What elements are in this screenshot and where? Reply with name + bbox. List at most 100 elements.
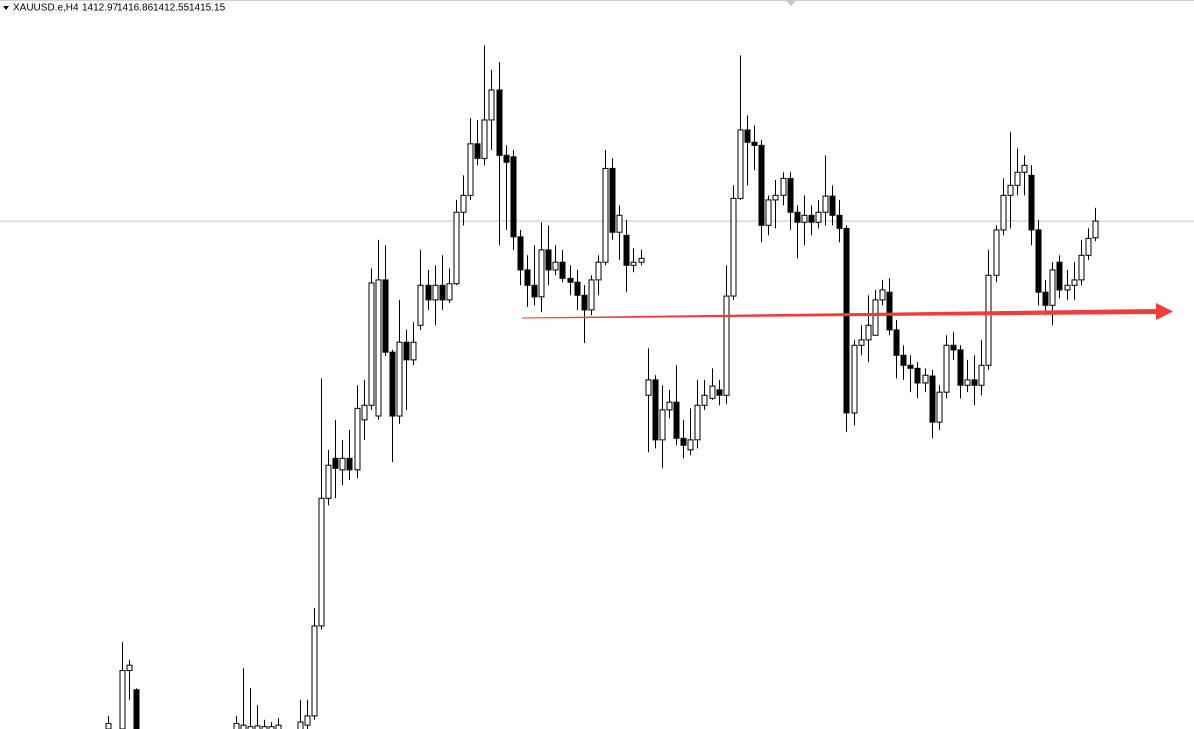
header-high: 1416.86 bbox=[117, 3, 154, 14]
candle-body bbox=[1007, 184, 1014, 196]
candle-body bbox=[950, 344, 957, 351]
candle-body bbox=[886, 291, 893, 331]
candle-body bbox=[1085, 237, 1092, 256]
candle-body bbox=[332, 457, 339, 469]
candle-body bbox=[460, 194, 467, 213]
candle-body bbox=[268, 726, 275, 729]
candle-body bbox=[794, 211, 801, 223]
candle-body bbox=[851, 344, 858, 414]
candle-body bbox=[929, 375, 936, 423]
header-low: 1412.55 bbox=[153, 3, 190, 14]
candle-body bbox=[510, 156, 517, 238]
candle-body bbox=[957, 349, 964, 386]
candle-body bbox=[233, 723, 240, 729]
candles bbox=[0, 45, 1194, 729]
candle-body bbox=[652, 379, 659, 441]
candle-body bbox=[616, 214, 623, 233]
header-open: 1412.97 bbox=[82, 3, 119, 14]
candle-body bbox=[559, 261, 566, 279]
candle-body bbox=[666, 401, 673, 411]
candle-body bbox=[517, 236, 524, 271]
symbol-title: XAUUSD.e,H4 bbox=[13, 3, 79, 14]
candle-body bbox=[1035, 229, 1042, 293]
candle-body bbox=[787, 177, 794, 213]
candle-body bbox=[858, 339, 865, 346]
menu-triangle[interactable] bbox=[3, 6, 9, 10]
candle-body bbox=[375, 279, 382, 417]
candle-body bbox=[659, 409, 666, 441]
candle-body bbox=[907, 364, 914, 369]
candle-body bbox=[425, 284, 432, 301]
candle-body bbox=[531, 284, 538, 298]
header-close: 1415.15 bbox=[189, 3, 226, 14]
candle-body bbox=[389, 351, 396, 417]
candle-body bbox=[1064, 284, 1071, 291]
candle-body bbox=[588, 279, 595, 311]
candle-body bbox=[1078, 254, 1085, 281]
candle-body bbox=[488, 89, 495, 121]
candle-body bbox=[815, 211, 822, 223]
candle-body bbox=[723, 295, 730, 396]
candle-body bbox=[687, 439, 694, 451]
arrow-head bbox=[1156, 303, 1173, 320]
candle-body bbox=[865, 324, 872, 341]
candle-body bbox=[311, 625, 318, 717]
arrow-shaft bbox=[522, 309, 1158, 319]
candle-body bbox=[900, 354, 907, 366]
candle-body bbox=[964, 379, 971, 386]
candle-body bbox=[538, 249, 545, 298]
candle-body bbox=[623, 234, 630, 266]
candle-body bbox=[1071, 279, 1078, 286]
candle-body bbox=[467, 143, 474, 196]
candle-body bbox=[765, 199, 772, 226]
candle-body bbox=[552, 261, 559, 271]
candle-body bbox=[339, 457, 346, 471]
candle-body bbox=[730, 197, 737, 297]
candle-body bbox=[304, 715, 311, 726]
candle-body bbox=[133, 689, 140, 729]
candle-body bbox=[382, 279, 389, 353]
candle-body bbox=[275, 724, 282, 729]
candle-body bbox=[993, 229, 1000, 276]
candle-body bbox=[780, 177, 787, 196]
candle-body bbox=[638, 257, 645, 263]
candle-body bbox=[922, 374, 929, 384]
candle-body bbox=[410, 341, 417, 361]
shift-marker bbox=[785, 0, 797, 6]
candle-body bbox=[240, 724, 247, 729]
candle-body bbox=[758, 144, 765, 226]
candle-body bbox=[978, 364, 985, 386]
candle-body bbox=[1092, 220, 1099, 239]
candle-body bbox=[836, 214, 843, 229]
candle-body bbox=[361, 404, 368, 421]
candle-body bbox=[496, 89, 503, 156]
candle-body bbox=[1042, 291, 1049, 306]
candle-body bbox=[524, 269, 531, 286]
candle-body bbox=[772, 194, 779, 201]
candle-body bbox=[985, 274, 992, 366]
candle-body bbox=[737, 129, 744, 199]
candle-body bbox=[1000, 194, 1007, 231]
candle-body bbox=[1056, 261, 1063, 291]
candle-body bbox=[545, 249, 552, 271]
candle-body bbox=[609, 167, 616, 233]
candle-body bbox=[843, 227, 850, 414]
candle-body bbox=[318, 497, 325, 627]
candle-body bbox=[453, 211, 460, 285]
candle-body bbox=[247, 726, 254, 729]
candle-body bbox=[709, 385, 716, 399]
candle-body bbox=[446, 283, 453, 301]
trend-arrow bbox=[522, 303, 1173, 320]
candle-body bbox=[368, 282, 375, 406]
candle-body bbox=[1028, 174, 1035, 231]
candle-body bbox=[417, 284, 424, 326]
candle-body bbox=[126, 664, 133, 672]
candle-body bbox=[1014, 171, 1021, 186]
candle-body bbox=[567, 277, 574, 283]
candle-body bbox=[751, 141, 758, 146]
candle-body bbox=[716, 389, 723, 396]
candle-body bbox=[872, 299, 879, 336]
candle-body bbox=[602, 167, 609, 263]
